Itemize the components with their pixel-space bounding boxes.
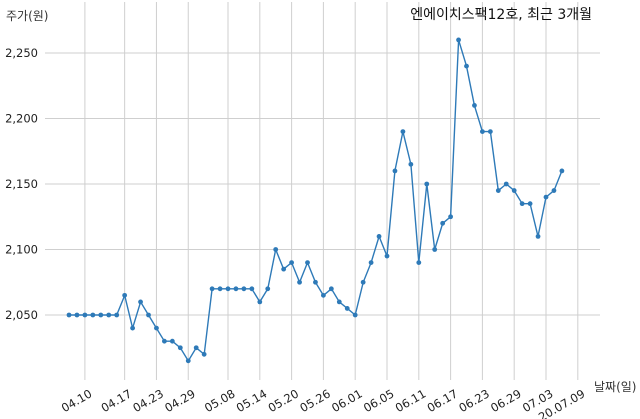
data-point [74, 312, 80, 318]
x-tick-label: 04.17 [99, 386, 135, 415]
data-point [480, 129, 485, 135]
data-point [448, 214, 453, 220]
data-point [503, 181, 509, 187]
y-tick-label: 2,250 [5, 46, 38, 60]
data-point [424, 181, 430, 187]
data-point [440, 220, 446, 226]
data-point [193, 345, 199, 351]
data-point [472, 103, 477, 108]
x-tick-label: 06.17 [425, 386, 461, 415]
data-point [487, 129, 493, 135]
data-point [90, 312, 96, 318]
data-point [122, 292, 128, 298]
data-point [106, 312, 112, 318]
chart-title: 엔에이치스팩12호, 최근 3개월 [410, 7, 592, 23]
data-point [543, 194, 549, 200]
data-point [527, 201, 533, 207]
data-point [464, 63, 469, 69]
data-point [551, 188, 557, 193]
data-point [257, 299, 263, 305]
data-point [169, 338, 175, 344]
x-tick-label: 04.23 [130, 386, 166, 415]
y-tick-label: 2,200 [5, 112, 38, 126]
y-tick-label: 2,150 [5, 177, 38, 191]
y-axis-label: 주가(원) [6, 9, 48, 23]
data-point [146, 312, 151, 318]
data-point [360, 279, 366, 285]
data-point [66, 312, 72, 318]
data-point [352, 312, 358, 318]
x-tick-label: 04.10 [59, 386, 95, 415]
data-point [185, 358, 191, 364]
data-point [336, 299, 342, 305]
data-point [265, 286, 271, 292]
x-tick-label: 04.29 [162, 386, 198, 415]
data-point [535, 234, 541, 239]
data-point [162, 338, 167, 344]
data-point [305, 260, 310, 265]
data-point [344, 306, 350, 311]
data-point [114, 312, 120, 318]
data-point [273, 247, 279, 252]
series-points [66, 37, 565, 364]
price-line [69, 39, 563, 363]
data-point [130, 325, 136, 331]
x-tick-label: 05.20 [266, 386, 302, 415]
x-axis-label: 날짜(일) [594, 380, 636, 394]
data-point [289, 260, 294, 265]
data-point [82, 312, 88, 318]
data-point [384, 253, 390, 259]
x-tick-label: 06.23 [456, 386, 492, 415]
data-point [241, 286, 247, 292]
x-tick-label: 06.01 [329, 386, 365, 415]
data-point [519, 201, 525, 207]
data-point [297, 279, 302, 285]
data-point [559, 168, 565, 174]
data-point [511, 188, 517, 193]
data-point [177, 345, 183, 351]
data-point [328, 286, 334, 292]
data-point [376, 234, 382, 239]
x-tick-label: 05.08 [202, 386, 238, 415]
data-point [201, 351, 207, 357]
x-tick-label: 06.29 [488, 386, 524, 415]
data-point [400, 129, 406, 135]
y-tick-label: 2,050 [5, 308, 38, 322]
grid [45, 2, 600, 380]
data-point [495, 188, 501, 193]
data-point [209, 286, 215, 292]
data-point [432, 247, 438, 252]
data-point [233, 286, 239, 292]
x-tick-label: 05.26 [297, 386, 333, 415]
data-point [138, 299, 143, 305]
x-tick-label: 05.14 [234, 386, 270, 415]
data-point [416, 260, 422, 265]
data-point [313, 279, 318, 285]
data-point [98, 312, 104, 318]
data-point [321, 292, 326, 298]
data-point [408, 161, 414, 167]
y-tick-label: 2,100 [5, 243, 38, 257]
data-point [456, 37, 461, 43]
data-point [281, 266, 287, 272]
x-tick-label: 06.11 [393, 386, 429, 415]
data-point [225, 286, 231, 292]
data-point [154, 325, 159, 331]
data-point [368, 260, 374, 265]
y-tick-labels: 2,050 2,100 2,150 2,200 2,250 [5, 46, 38, 322]
x-tick-label: 06.05 [361, 386, 397, 415]
data-point [249, 286, 255, 292]
series-line [69, 39, 563, 363]
data-point [217, 286, 223, 292]
data-point [392, 168, 398, 174]
